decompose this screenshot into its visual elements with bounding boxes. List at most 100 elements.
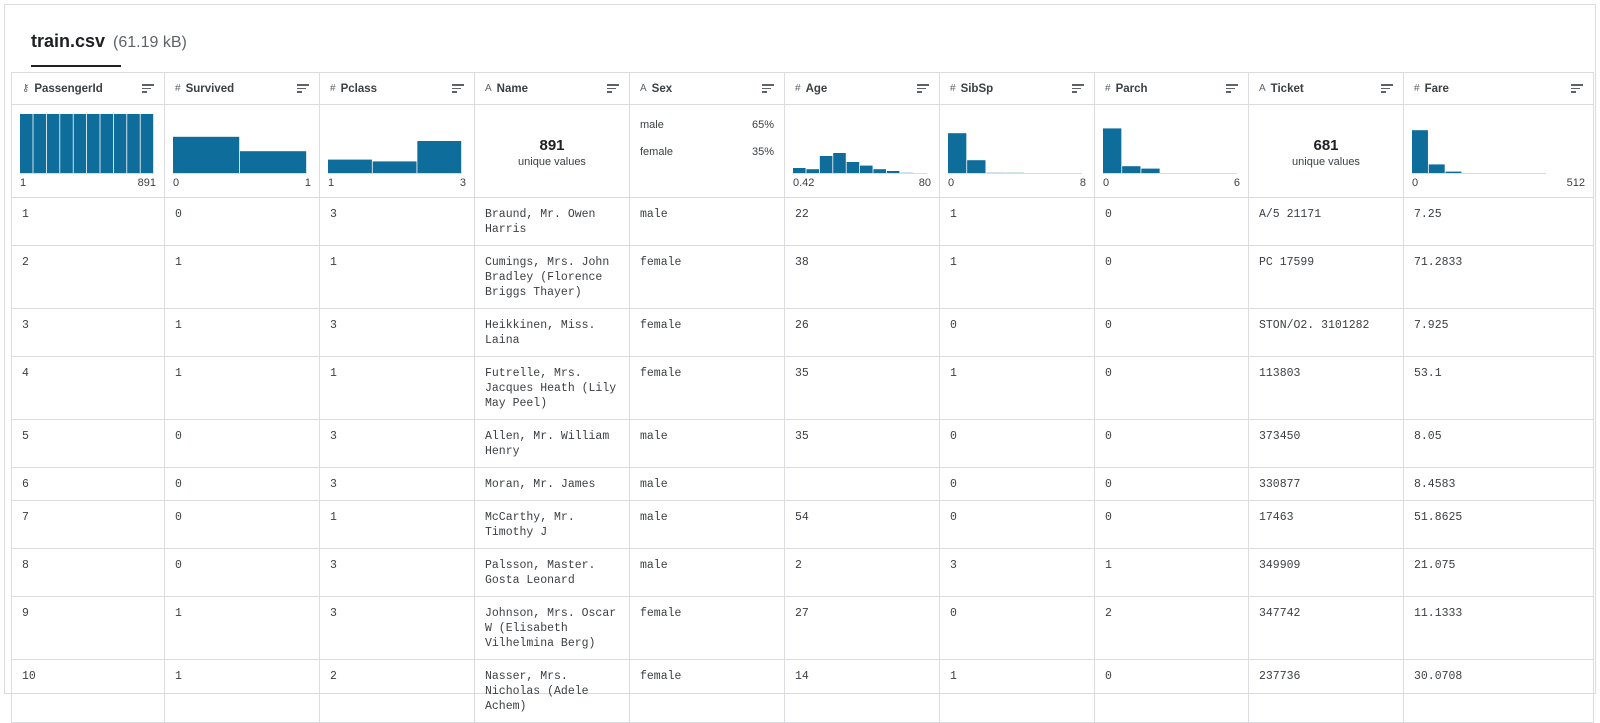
histogram-bar[interactable] [73,114,87,174]
hash-icon: # [795,83,801,94]
histogram-bar[interactable] [967,160,986,174]
histogram-bar[interactable] [372,161,417,174]
column-header-pclass[interactable]: # Pclass [319,72,475,105]
table-cell-sibsp: 3 [939,548,1095,597]
table-cell-survived: 0 [164,419,320,468]
sort-icon[interactable] [917,84,929,93]
column-header-sibsp[interactable]: # SibSp [939,72,1095,105]
hash-icon: # [1105,83,1111,94]
histogram-bar[interactable] [793,168,806,174]
table-cell-sex: male [629,197,785,246]
data-table-container[interactable]: ⚷ PassengerId # Survived # Pclass A Name A Sex # Ag… [11,72,1594,723]
histogram-bar[interactable] [127,114,140,174]
table-cell-ticket: 373450 [1248,419,1404,468]
histogram[interactable] [20,112,154,174]
histogram-bar[interactable] [833,153,846,174]
histogram-bar[interactable] [113,114,127,174]
histogram[interactable] [793,112,927,174]
histogram-bar[interactable] [806,169,819,174]
histogram-bar[interactable] [1122,166,1141,174]
histogram[interactable] [948,112,1082,174]
table-cell-sibsp: 1 [939,197,1095,246]
table-cell-ticket: PC 17599 [1248,245,1404,309]
table-cell-pclass: 3 [319,467,475,501]
histogram-bar[interactable] [417,141,462,174]
table-cell-passengerid: 5 [11,419,165,468]
range-min: 0 [1103,177,1110,189]
sort-icon[interactable] [452,84,464,93]
category-name: female [640,146,674,158]
histogram-bar[interactable] [948,133,967,174]
sort-icon[interactable] [607,84,619,93]
histogram-bar[interactable] [100,114,113,174]
sort-icon[interactable] [1571,84,1583,93]
table-cell-parch: 0 [1094,245,1249,309]
histogram-bar[interactable] [328,159,372,174]
histogram-bar[interactable] [1412,130,1428,174]
column-header-label: Ticket [1270,82,1304,95]
table-cell-passengerid: 3 [11,308,165,357]
table-cell-fare: 21.075 [1403,548,1594,597]
column-header-sex[interactable]: A Sex [629,72,785,105]
table-cell-age: 22 [784,197,940,246]
histogram-bar[interactable] [173,136,240,174]
histogram-bar[interactable] [240,151,307,174]
column-header-name[interactable]: A Name [474,72,630,105]
column-header-ticket[interactable]: A Ticket [1248,72,1404,105]
column-header-content: A Sex [640,83,774,95]
histogram-bar[interactable] [1141,168,1160,174]
unique-count: 891 [539,137,565,154]
histogram-range: 0 512 [1412,177,1585,189]
table-cell-name: Allen, Mr. William Henry [474,419,630,468]
histogram-bar[interactable] [46,114,60,174]
sort-icon[interactable] [1381,84,1393,93]
sort-icon[interactable] [1072,84,1084,93]
histogram-bar[interactable] [860,165,873,174]
column-header-content: # Pclass [330,83,464,95]
sort-icon[interactable] [1226,84,1238,93]
category-row[interactable]: male 65% [640,119,774,131]
table-cell-ticket: 113803 [1248,356,1404,420]
histogram-bar[interactable] [60,114,73,174]
category-row[interactable]: female 35% [640,146,774,158]
column-header-age[interactable]: # Age [784,72,940,105]
histogram-bar[interactable] [33,114,46,174]
table-cell-age [784,467,940,501]
table-row: 8 0 3 Palsson, Master. Gosta Leonard male 2 3 1… [11,548,1594,597]
table-cell-pclass: 1 [319,245,475,309]
histogram-bar[interactable] [140,114,154,174]
sort-icon[interactable] [142,84,154,93]
histogram-bar[interactable] [819,156,833,174]
table-cell-pclass: 1 [319,500,475,549]
column-header-parch[interactable]: # Parch [1094,72,1249,105]
histogram[interactable] [1103,112,1237,174]
histogram-bar[interactable] [87,114,100,174]
table-row: 4 1 1 Futrelle, Mrs. Jacques Heath (Lily Ma… [11,356,1594,420]
histogram[interactable] [173,112,307,174]
histogram-bar[interactable] [1428,164,1445,174]
histogram[interactable] [328,112,462,174]
histogram-bar[interactable] [873,169,886,174]
histogram[interactable] [1412,112,1546,174]
hash-icon: # [330,83,336,94]
range-min: 1 [20,177,27,189]
histogram-bar[interactable] [1103,128,1122,174]
table-cell-parch: 0 [1094,467,1249,501]
histogram-bar[interactable] [20,114,33,174]
range-max: 512 [1566,177,1585,189]
sort-icon[interactable] [762,84,774,93]
sort-icon[interactable] [297,84,309,93]
column-header-fare[interactable]: # Fare [1403,72,1594,105]
column-header-survived[interactable]: # Survived [164,72,320,105]
histogram-bar[interactable] [846,162,860,174]
histogram-bar[interactable] [886,171,900,174]
table-cell-sibsp: 0 [939,500,1095,549]
column-header-left: ⚷ PassengerId [22,83,103,95]
column-header-content: A Name [485,83,619,95]
histogram-bar[interactable] [1445,171,1462,174]
table-cell-passengerid: 4 [11,356,165,420]
column-header-passengerid[interactable]: ⚷ PassengerId [11,72,165,105]
